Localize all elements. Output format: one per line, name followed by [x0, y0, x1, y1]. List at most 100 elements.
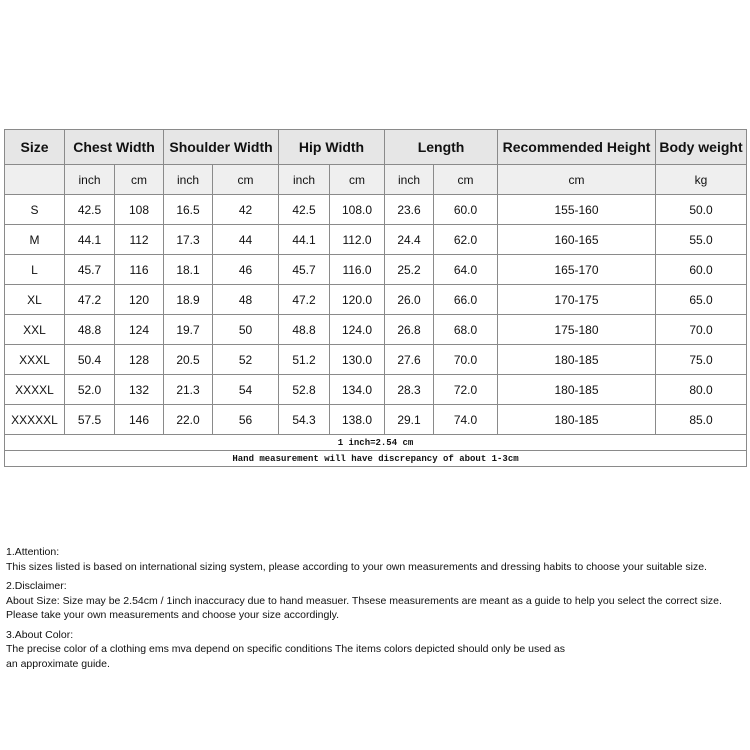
- note-title: 1.Attention:: [6, 546, 60, 558]
- value-cell: 108.0: [329, 194, 386, 225]
- value-cell: 112.0: [329, 224, 386, 255]
- unit-cell: [4, 164, 65, 195]
- value-cell: 170-175: [497, 284, 657, 315]
- value-cell: 23.6: [384, 194, 435, 225]
- note-block: 1.Attention: This sizes listed is based o…: [6, 545, 722, 574]
- size-cell: XXXL: [4, 344, 65, 375]
- value-cell: 112: [113, 224, 165, 255]
- value-cell: 180-185: [497, 344, 657, 375]
- value-cell: 138.0: [329, 404, 386, 435]
- value-cell: 116.0: [329, 254, 386, 285]
- value-cell: 52.8: [278, 374, 331, 405]
- size-chart-table: Size Chest Width Shoulder Width Hip Widt…: [3, 129, 748, 467]
- header-hip-width: Hip Width: [278, 129, 386, 165]
- value-cell: 45.7: [278, 254, 331, 285]
- measurement-note: Hand measurement will have discrepancy o…: [3, 450, 748, 467]
- value-cell: 29.1: [384, 404, 435, 435]
- note-title: 2.Disclaimer:: [6, 580, 67, 592]
- table-row: M 44.1 112 17.3 44 44.1 112.0 24.4 62.0 160-165 55…: [4, 224, 748, 255]
- value-cell: 60.0: [655, 254, 748, 285]
- value-cell: 175-180: [497, 314, 657, 345]
- value-cell: 68.0: [433, 314, 499, 345]
- value-cell: 180-185: [497, 374, 657, 405]
- size-cell: M: [4, 224, 65, 255]
- table-row: S 42.5 108 16.5 42 42.5 108.0 23.6 60.0 155-160 50…: [4, 194, 748, 225]
- value-cell: 62.0: [433, 224, 499, 255]
- unit-cell: inch: [384, 164, 435, 195]
- unit-cell: inch: [64, 164, 115, 195]
- unit-cell: inch: [278, 164, 331, 195]
- value-cell: 70.0: [433, 344, 499, 375]
- header-body-weight: Body weight: [655, 129, 748, 165]
- unit-cell: cm: [212, 164, 280, 195]
- header-chest-width: Chest Width: [63, 129, 165, 165]
- table-row: L 45.7 116 18.1 46 45.7 116.0 25.2 64.0 165-170 60…: [4, 254, 748, 285]
- value-cell: 42.5: [64, 194, 115, 225]
- value-cell: 55.0: [655, 224, 748, 255]
- value-cell: 50.0: [655, 194, 748, 225]
- value-cell: 64.0: [433, 254, 499, 285]
- note-text: Please take your own measurements and ch…: [6, 609, 340, 621]
- note-block: 3.About Color: The precise color of a clo…: [6, 628, 722, 672]
- value-cell: 44: [212, 224, 280, 255]
- size-cell: XL: [4, 284, 65, 315]
- value-cell: 56: [212, 404, 280, 435]
- value-cell: 45.7: [64, 254, 115, 285]
- value-cell: 128: [113, 344, 165, 375]
- value-cell: 22.0: [163, 404, 214, 435]
- header-size: Size: [4, 129, 65, 165]
- measurement-note-row: Hand measurement will have discrepancy o…: [3, 450, 748, 467]
- value-cell: 54.3: [278, 404, 331, 435]
- value-cell: 26.0: [384, 284, 435, 315]
- conversion-note-row: 1 inch=2.54 cm: [3, 434, 748, 451]
- value-cell: 52.0: [64, 374, 115, 405]
- value-cell: 51.2: [278, 344, 331, 375]
- unit-cell: cm: [433, 164, 499, 195]
- value-cell: 66.0: [433, 284, 499, 315]
- value-cell: 28.3: [384, 374, 435, 405]
- value-cell: 21.3: [163, 374, 214, 405]
- value-cell: 72.0: [433, 374, 499, 405]
- value-cell: 42.5: [278, 194, 331, 225]
- value-cell: 132: [113, 374, 165, 405]
- value-cell: 57.5: [64, 404, 115, 435]
- value-cell: 124.0: [329, 314, 386, 345]
- size-cell: XXXXXL: [4, 404, 65, 435]
- value-cell: 116: [113, 254, 165, 285]
- value-cell: 47.2: [278, 284, 331, 315]
- value-cell: 120: [113, 284, 165, 315]
- unit-cell: cm: [497, 164, 657, 195]
- value-cell: 50: [212, 314, 280, 345]
- header-length: Length: [384, 129, 499, 165]
- size-cell: L: [4, 254, 65, 285]
- table-row: XXL 48.8 124 19.7 50 48.8 124.0 26.8 68.0 175-180…: [4, 314, 748, 345]
- value-cell: 120.0: [329, 284, 386, 315]
- value-cell: 48.8: [64, 314, 115, 345]
- table-row: XL 47.2 120 18.9 48 47.2 120.0 26.0 66.0 170-175 6…: [4, 284, 748, 315]
- value-cell: 124: [113, 314, 165, 345]
- value-cell: 27.6: [384, 344, 435, 375]
- table-row: XXXXL 52.0 132 21.3 54 52.8 134.0 28.3 72.0 180-1…: [4, 374, 748, 405]
- unit-cell: cm: [329, 164, 386, 195]
- value-cell: 65.0: [655, 284, 748, 315]
- value-cell: 108: [113, 194, 165, 225]
- value-cell: 44.1: [278, 224, 331, 255]
- value-cell: 44.1: [64, 224, 115, 255]
- table-row: XXXL 50.4 128 20.5 52 51.2 130.0 27.6 70.0 180-18…: [4, 344, 748, 375]
- value-cell: 50.4: [64, 344, 115, 375]
- size-cell: S: [4, 194, 65, 225]
- header-row: Size Chest Width Shoulder Width Hip Widt…: [4, 129, 748, 165]
- value-cell: 54: [212, 374, 280, 405]
- notes-section: 1.Attention: This sizes listed is based o…: [6, 545, 722, 676]
- value-cell: 16.5: [163, 194, 214, 225]
- note-title: 3.About Color:: [6, 628, 74, 641]
- value-cell: 80.0: [655, 374, 748, 405]
- header-shoulder-width: Shoulder Width: [163, 129, 280, 165]
- note-text: About Size: Size may be 2.54cm / 1inch i…: [6, 594, 722, 607]
- unit-cell: inch: [163, 164, 214, 195]
- value-cell: 130.0: [329, 344, 386, 375]
- unit-cell: cm: [113, 164, 165, 195]
- value-cell: 18.9: [163, 284, 214, 315]
- value-cell: 85.0: [655, 404, 748, 435]
- unit-cell: kg: [655, 164, 748, 195]
